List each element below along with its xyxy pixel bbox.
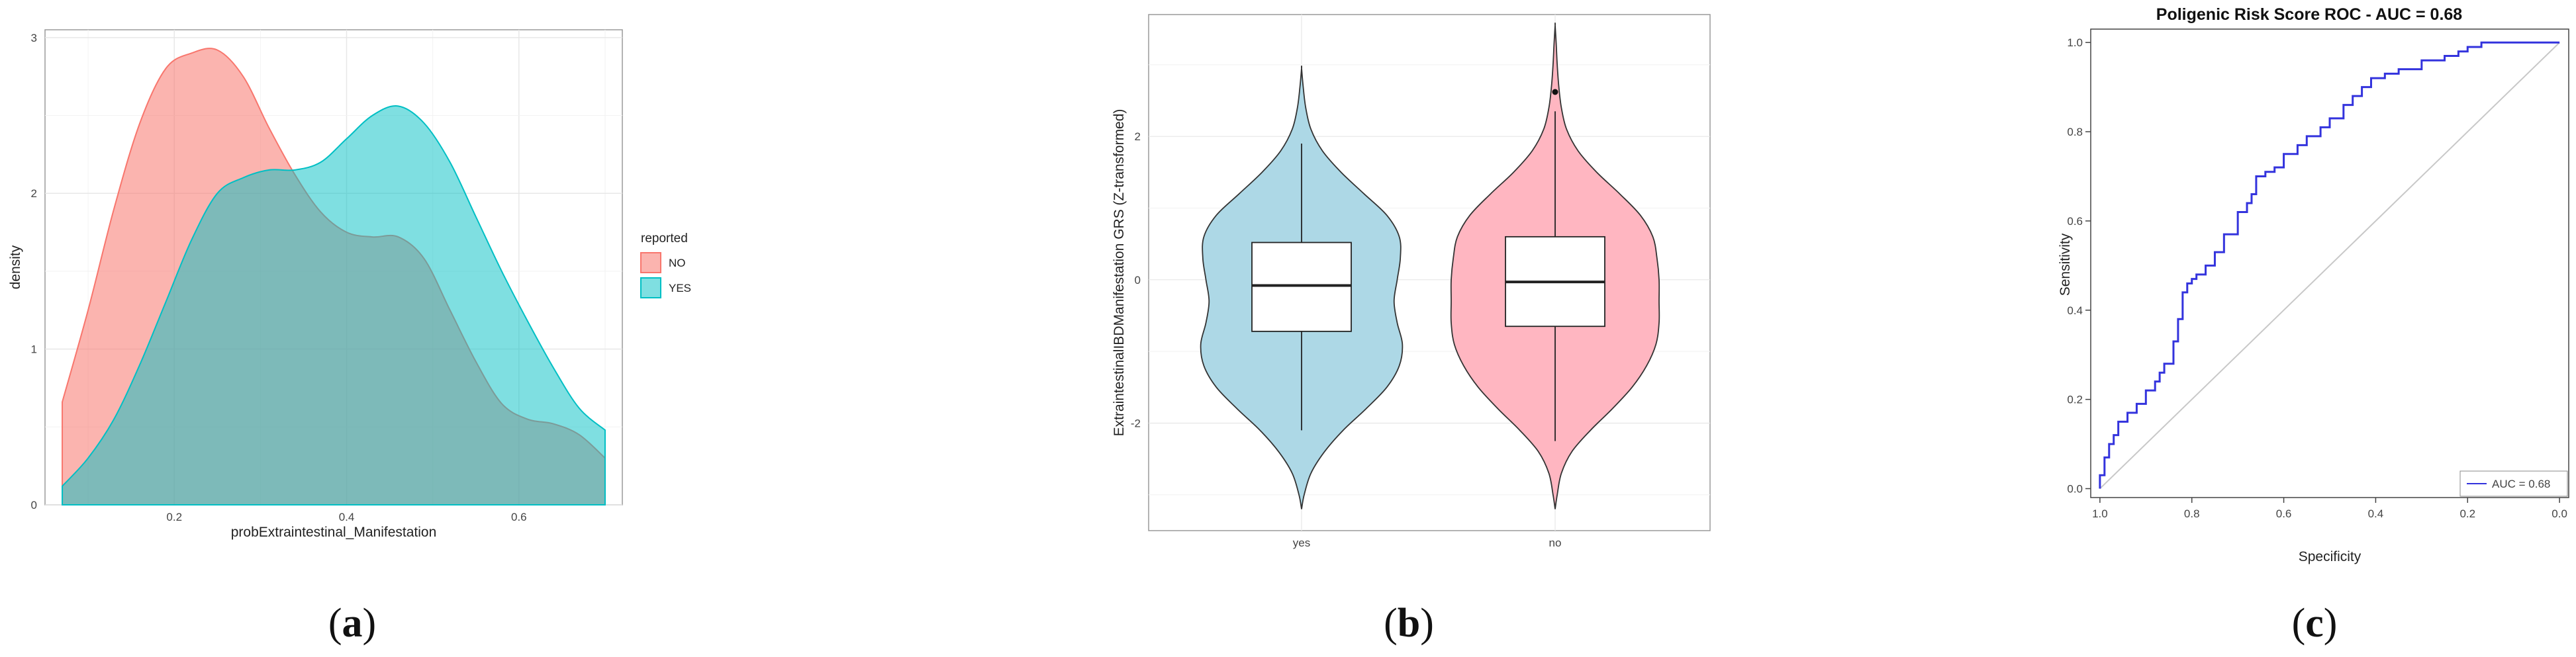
legend-key-no: [640, 252, 661, 273]
density-x-tick: 0.2: [166, 511, 182, 523]
density-y-tick: 2: [31, 187, 37, 200]
violin-x-ticks: yes no: [1293, 537, 1562, 549]
roc-y-ticks: 0.0 0.2 0.4 0.6 0.8 1.0: [2067, 36, 2083, 495]
boxplot-box-yes: [1251, 241, 1352, 332]
violin-y-tick: 2: [1135, 130, 1141, 143]
violin-y-axis-label: ExtraintestinalIBDManifestation GRS (Z-t…: [1112, 109, 1127, 437]
violin-chart: -2 0 2 yes no ExtraintestinalIBDManifest…: [1112, 14, 1711, 549]
roc-x-axis-label: Specificity: [2299, 549, 2361, 564]
violin-y-tick: -2: [1131, 417, 1141, 430]
svg-text:(c): (c): [2292, 601, 2338, 646]
density-x-tick: 0.4: [339, 511, 355, 523]
roc-x-ticks: 1.0 0.8 0.6 0.4 0.2 0.0: [2092, 507, 2567, 520]
roc-y-tick: 0.6: [2067, 215, 2083, 228]
violin-group-yes: [1200, 65, 1404, 509]
density-x-axis-label: probExtraintestinal_Manifestation: [231, 525, 437, 540]
roc-chart-title: Poligenic Risk Score ROC - AUC = 0.68: [2156, 5, 2463, 24]
roc-y-tick: 0.8: [2067, 126, 2083, 138]
density-legend: reported NO YES: [640, 232, 691, 298]
violin-x-tick: no: [1549, 537, 1562, 549]
roc-legend-label: AUC = 0.68: [2492, 478, 2550, 490]
density-y-ticks: 0 1 2 3: [31, 32, 37, 511]
caption-letter-a: a: [342, 601, 363, 646]
roc-y-tick: 1.0: [2067, 36, 2083, 49]
legend-label-no: NO: [669, 257, 686, 269]
roc-x-tick: 0.4: [2368, 507, 2384, 520]
density-y-tick: 0: [31, 499, 37, 511]
panel-caption-b: (b): [1384, 601, 1434, 646]
legend-key-yes: [640, 277, 661, 298]
caption-letter-b: b: [1398, 601, 1420, 646]
roc-y-axis-label: Sensitivity: [2058, 233, 2073, 296]
roc-x-tick: 0.6: [2276, 507, 2292, 520]
density-y-tick: 1: [31, 343, 37, 356]
density-x-ticks: 0.2 0.4 0.6: [166, 511, 526, 523]
violin-y-tick: 0: [1135, 274, 1141, 286]
roc-x-tick: 0.2: [2459, 507, 2475, 520]
roc-y-tick: 0.0: [2067, 483, 2083, 496]
roc-y-tick: 0.2: [2067, 394, 2083, 406]
boxplot-outlier-no: [1552, 89, 1558, 95]
roc-chart: Poligenic Risk Score ROC - AUC = 0.68 1.…: [2058, 5, 2569, 564]
density-y-axis-label: density: [8, 245, 23, 289]
density-x-tick: 0.6: [511, 511, 527, 523]
panel-caption-c: (c): [2292, 601, 2338, 646]
density-area-yes: [62, 105, 606, 505]
legend-title: reported: [641, 232, 688, 245]
roc-x-tick: 0.8: [2184, 507, 2200, 520]
violin-y-ticks: -2 0 2: [1131, 130, 1141, 429]
violin-x-tick: yes: [1293, 537, 1310, 549]
roc-x-tick: 1.0: [2092, 507, 2108, 520]
svg-text:(a): (a): [328, 601, 376, 646]
roc-legend: AUC = 0.68: [2459, 470, 2568, 497]
caption-letter-c: c: [2305, 601, 2324, 646]
roc-diagonal-reference: [2099, 42, 2560, 490]
density-y-tick: 3: [31, 32, 37, 44]
panel-caption-a: (a): [328, 601, 376, 646]
density-chart: 0.2 0.4 0.6 0 1 2 3 probExtraintestinal_…: [8, 29, 691, 540]
roc-y-tick: 0.4: [2067, 304, 2083, 317]
roc-curve: [2099, 41, 2560, 489]
legend-label-yes: YES: [669, 282, 691, 294]
roc-x-tick: 0.0: [2552, 507, 2567, 520]
svg-text:(b): (b): [1384, 601, 1434, 646]
violin-group-no: [1450, 22, 1660, 509]
